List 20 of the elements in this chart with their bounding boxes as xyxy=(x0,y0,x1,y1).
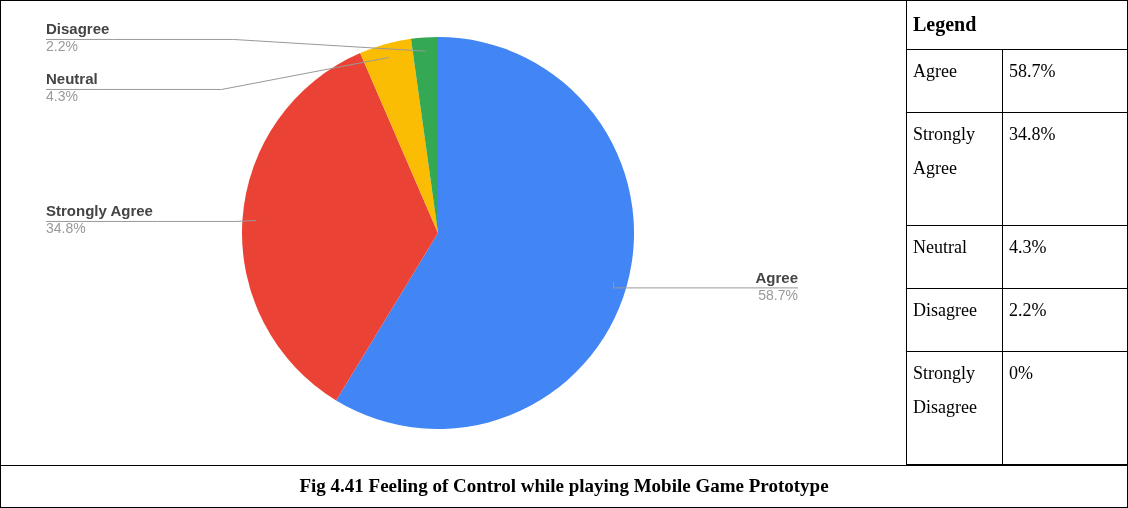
text: 2.2% xyxy=(1009,300,1047,320)
text: 0% xyxy=(1009,363,1033,384)
slice-label: Disagree xyxy=(46,20,110,38)
category-label: Neutral xyxy=(913,236,967,257)
category-label: Agree xyxy=(913,61,957,81)
category-label: Disagree xyxy=(913,300,977,320)
text: Fig 4.41 Feeling of Control while playing Mobile Game Prototype xyxy=(1,465,1127,508)
text: 34.8% xyxy=(1009,124,1056,145)
legend-title: Legend xyxy=(906,1,1127,50)
category-label: Strongly Agree xyxy=(913,124,976,179)
slice-label: Neutral xyxy=(46,70,98,88)
data-label: 2.2% xyxy=(46,38,78,55)
category-label: Strongly Disagree xyxy=(913,363,977,418)
slice-label: Agree xyxy=(755,268,798,286)
data-label: 4.3% xyxy=(46,88,78,105)
text: 4.3% xyxy=(1009,236,1047,257)
data-label: 58.7% xyxy=(758,286,798,303)
slice-label: Strongly Agree xyxy=(46,202,153,220)
text: 58.7% xyxy=(1009,61,1056,81)
data-label: 34.8% xyxy=(46,220,86,237)
